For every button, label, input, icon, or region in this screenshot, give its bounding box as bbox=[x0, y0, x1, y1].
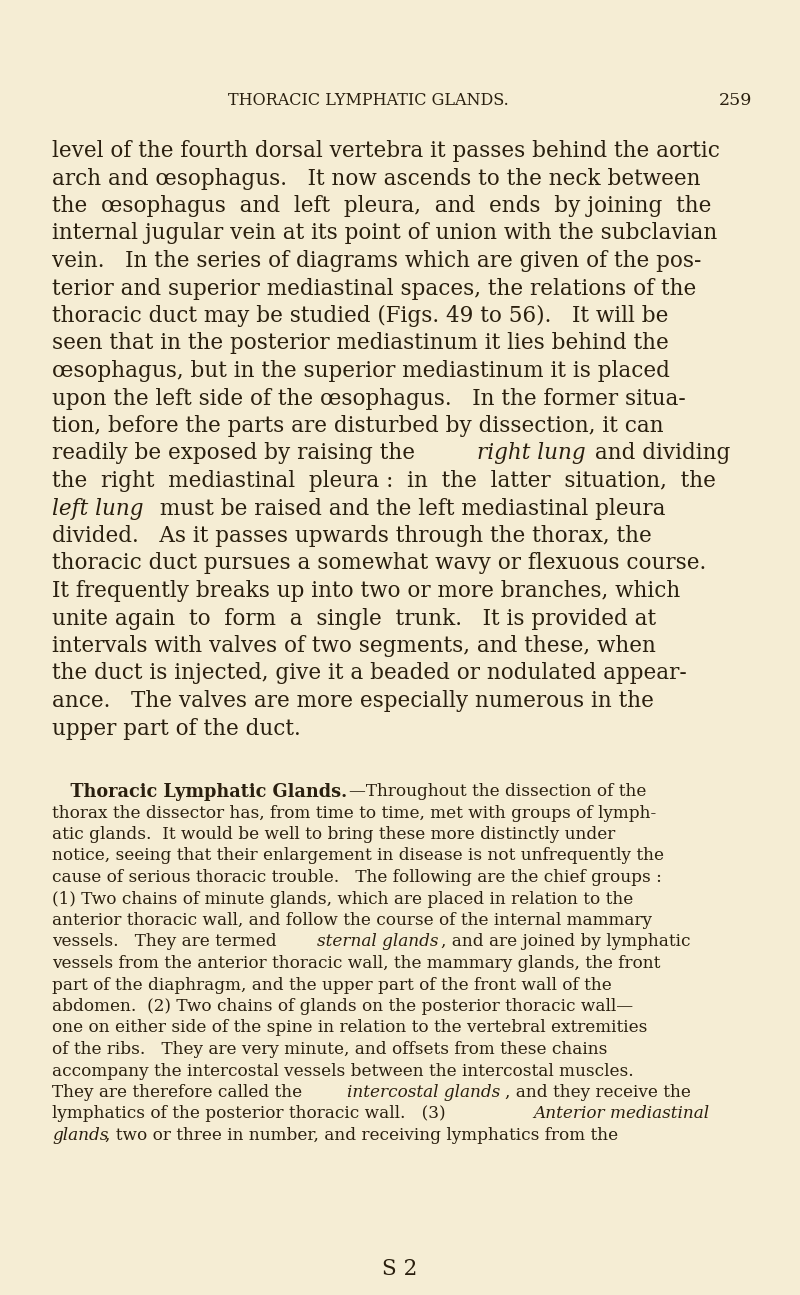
Text: Anterior mediastinal: Anterior mediastinal bbox=[534, 1106, 710, 1123]
Text: S 2: S 2 bbox=[382, 1257, 418, 1279]
Text: and dividing: and dividing bbox=[589, 443, 731, 465]
Text: œsophagus, but in the superior mediastinum it is placed: œsophagus, but in the superior mediastin… bbox=[52, 360, 670, 382]
Text: anterior thoracic wall, and follow the course of the internal mammary: anterior thoracic wall, and follow the c… bbox=[52, 912, 652, 929]
Text: vessels from the anterior thoracic wall, the mammary glands, the front: vessels from the anterior thoracic wall,… bbox=[52, 954, 660, 973]
Text: thoracic duct pursues a somewhat wavy or flexuous course.: thoracic duct pursues a somewhat wavy or… bbox=[52, 553, 706, 575]
Text: —Throughout the dissection of the: —Throughout the dissection of the bbox=[349, 783, 646, 800]
Text: terior and superior mediastinal spaces, the relations of the: terior and superior mediastinal spaces, … bbox=[52, 277, 696, 299]
Text: Thoracic Lymphatic Glands.: Thoracic Lymphatic Glands. bbox=[52, 783, 347, 802]
Text: ance.   The valves are more especially numerous in the: ance. The valves are more especially num… bbox=[52, 690, 654, 712]
Text: divided.   As it passes upwards through the thorax, the: divided. As it passes upwards through th… bbox=[52, 524, 652, 546]
Text: They are therefore called the: They are therefore called the bbox=[52, 1084, 307, 1101]
Text: level of the fourth dorsal vertebra it passes behind the aortic: level of the fourth dorsal vertebra it p… bbox=[52, 140, 720, 162]
Text: vessels.   They are termed: vessels. They are termed bbox=[52, 934, 282, 951]
Text: right lung: right lung bbox=[477, 443, 585, 465]
Text: abdomen.  (2) Two chains of glands on the posterior thoracic wall—: abdomen. (2) Two chains of glands on the… bbox=[52, 998, 633, 1015]
Text: the duct is injected, give it a beaded or nodulated appear-: the duct is injected, give it a beaded o… bbox=[52, 663, 686, 685]
Text: part of the diaphragm, and the upper part of the front wall of the: part of the diaphragm, and the upper par… bbox=[52, 976, 612, 993]
Text: of the ribs.   They are very minute, and offsets from these chains: of the ribs. They are very minute, and o… bbox=[52, 1041, 607, 1058]
Text: THORACIC LYMPHATIC GLANDS.: THORACIC LYMPHATIC GLANDS. bbox=[228, 92, 508, 109]
Text: unite again  to  form  a  single  trunk.   It is provided at: unite again to form a single trunk. It i… bbox=[52, 607, 656, 629]
Text: notice, seeing that their enlargement in disease is not unfrequently the: notice, seeing that their enlargement in… bbox=[52, 847, 664, 865]
Text: readily be exposed by raising the: readily be exposed by raising the bbox=[52, 443, 422, 465]
Text: one on either side of the spine in relation to the vertebral extremities: one on either side of the spine in relat… bbox=[52, 1019, 647, 1036]
Text: , two or three in number, and receiving lymphatics from the: , two or three in number, and receiving … bbox=[105, 1127, 618, 1143]
Text: left lung: left lung bbox=[52, 497, 143, 519]
Text: thorax the dissector has, from time to time, met with groups of lymph-: thorax the dissector has, from time to t… bbox=[52, 804, 656, 821]
Text: tion, before the parts are disturbed by dissection, it can: tion, before the parts are disturbed by … bbox=[52, 414, 664, 436]
Text: must be raised and the left mediastinal pleura: must be raised and the left mediastinal … bbox=[153, 497, 666, 519]
Text: atic glands.  It would be well to bring these more distinctly under: atic glands. It would be well to bring t… bbox=[52, 826, 615, 843]
Text: intercostal glands: intercostal glands bbox=[347, 1084, 500, 1101]
Text: the  right  mediastinal  pleura :  in  the  latter  situation,  the: the right mediastinal pleura : in the la… bbox=[52, 470, 716, 492]
Text: , and they receive the: , and they receive the bbox=[506, 1084, 691, 1101]
Text: seen that in the posterior mediastinum it lies behind the: seen that in the posterior mediastinum i… bbox=[52, 333, 669, 355]
Text: upper part of the duct.: upper part of the duct. bbox=[52, 717, 301, 739]
Text: accompany the intercostal vessels between the intercostal muscles.: accompany the intercostal vessels betwee… bbox=[52, 1062, 634, 1080]
Text: the  œsophagus  and  left  pleura,  and  ends  by joining  the: the œsophagus and left pleura, and ends … bbox=[52, 196, 711, 218]
Text: It frequently breaks up into two or more branches, which: It frequently breaks up into two or more… bbox=[52, 580, 680, 602]
Text: glands: glands bbox=[52, 1127, 108, 1143]
Text: arch and œsophagus.   It now ascends to the neck between: arch and œsophagus. It now ascends to th… bbox=[52, 167, 701, 189]
Text: thoracic duct may be studied (Figs. 49 to 56).   It will be: thoracic duct may be studied (Figs. 49 t… bbox=[52, 306, 668, 328]
Text: lymphatics of the posterior thoracic wall.   (3): lymphatics of the posterior thoracic wal… bbox=[52, 1106, 451, 1123]
Text: vein.   In the series of diagrams which are given of the pos-: vein. In the series of diagrams which ar… bbox=[52, 250, 702, 272]
Text: internal jugular vein at its point of union with the subclavian: internal jugular vein at its point of un… bbox=[52, 223, 718, 245]
Text: 259: 259 bbox=[718, 92, 752, 109]
Text: upon the left side of the œsophagus.   In the former situa-: upon the left side of the œsophagus. In … bbox=[52, 387, 686, 409]
Text: cause of serious thoracic trouble.   The following are the chief groups :: cause of serious thoracic trouble. The f… bbox=[52, 869, 662, 886]
Text: , and are joined by lymphatic: , and are joined by lymphatic bbox=[441, 934, 690, 951]
Text: intervals with valves of two segments, and these, when: intervals with valves of two segments, a… bbox=[52, 635, 656, 657]
Text: (1) Two chains of minute glands, which are placed in relation to the: (1) Two chains of minute glands, which a… bbox=[52, 891, 634, 908]
Text: sternal glands: sternal glands bbox=[318, 934, 439, 951]
